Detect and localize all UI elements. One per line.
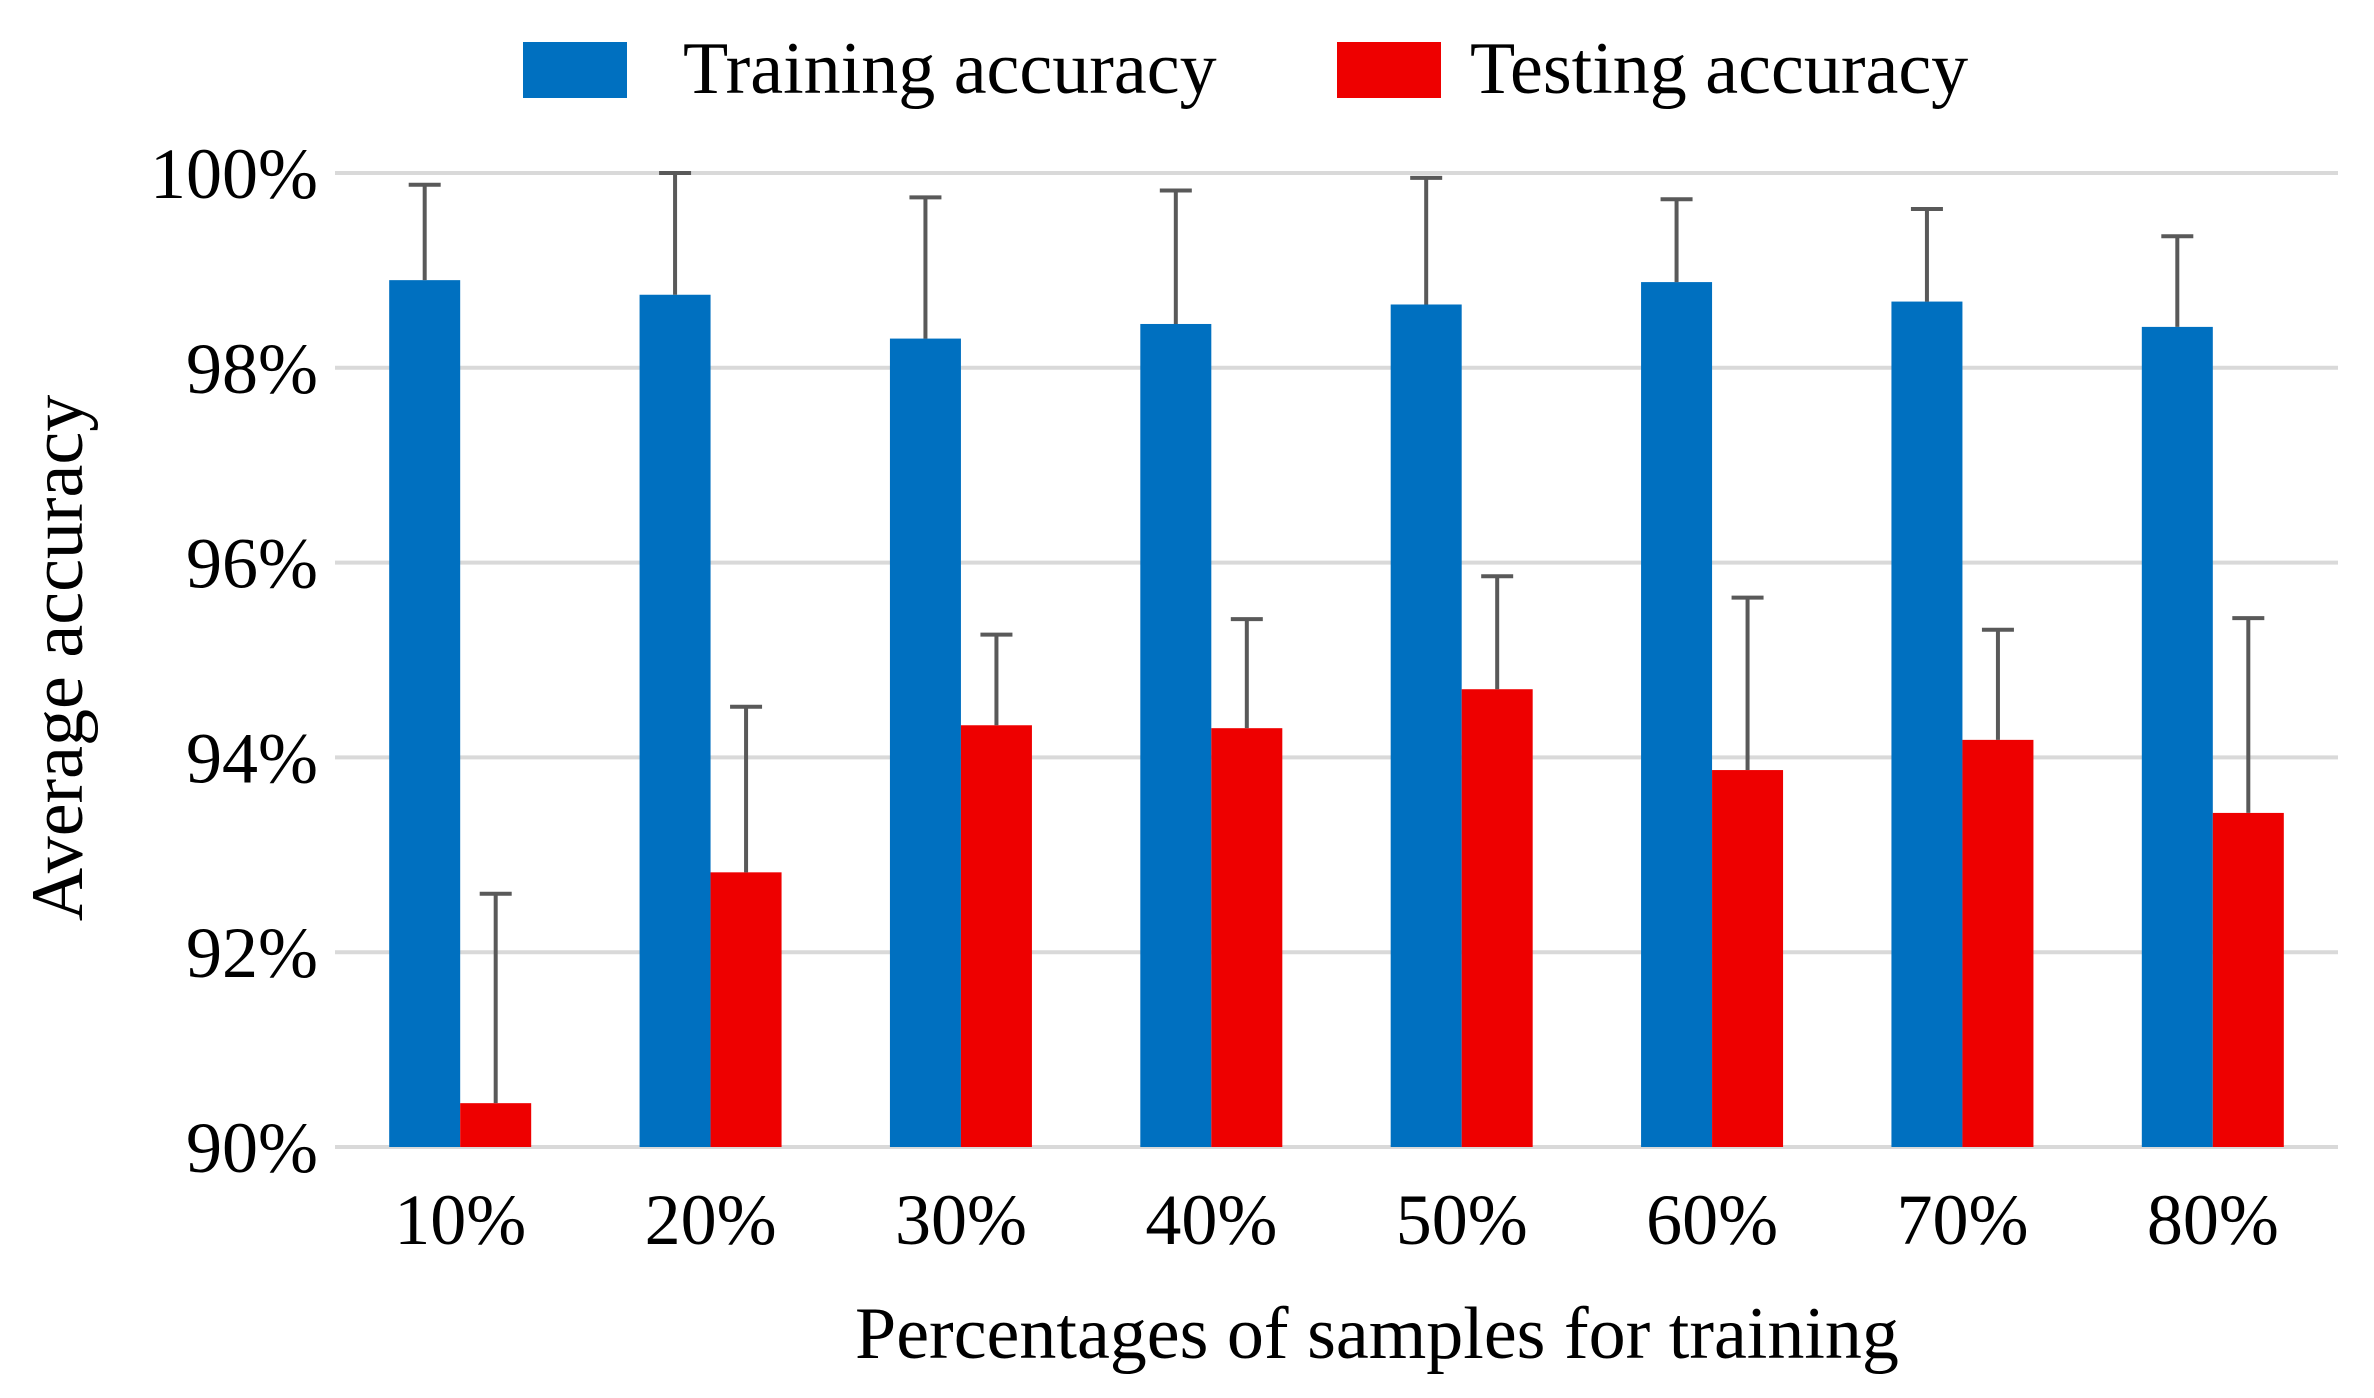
x-axis-ticks: 10% 20% 30% 40% 50% 60% 70% 80% (394, 1180, 2279, 1260)
legend: Training accuracy Testing accuracy (523, 28, 1968, 110)
bar-training (1390, 304, 1462, 1147)
bar-training (1140, 323, 1212, 1148)
x-tick-label: 30% (895, 1180, 1027, 1260)
bar-testing (960, 725, 1032, 1147)
bar-testing (1211, 728, 1283, 1147)
bar-testing (1712, 770, 1784, 1147)
bars (389, 280, 2284, 1148)
x-tick-label: 70% (1896, 1180, 2028, 1260)
bar-training (2141, 326, 2213, 1148)
y-axis-title: Average accuracy (17, 395, 99, 922)
y-tick-label: 92% (186, 913, 318, 993)
x-tick-label: 40% (1145, 1180, 1277, 1260)
x-tick-label: 50% (1396, 1180, 1528, 1260)
bar-training (889, 338, 961, 1148)
bar-training (389, 280, 461, 1147)
x-axis-title: Percentages of samples for training (855, 1293, 1899, 1375)
bar-testing (710, 872, 782, 1147)
y-tick-label: 94% (186, 718, 318, 798)
x-tick-label: 80% (2147, 1180, 2279, 1260)
y-tick-label: 100% (150, 134, 318, 214)
error-bars (408, 171, 2265, 1104)
bar-testing (1962, 739, 2034, 1147)
y-tick-label: 90% (186, 1108, 318, 1188)
bar-testing (460, 1103, 532, 1147)
x-tick-label: 20% (645, 1180, 777, 1260)
bar-training (1891, 301, 1963, 1147)
bar-training (1641, 282, 1713, 1147)
bar-training (639, 294, 711, 1147)
y-tick-label: 96% (186, 524, 318, 604)
x-tick-label: 10% (394, 1180, 526, 1260)
legend-label-training: Training accuracy (683, 28, 1217, 110)
bar-testing (2212, 812, 2284, 1147)
x-tick-label: 60% (1646, 1180, 1778, 1260)
y-axis-ticks: 90% 92% 94% 96% 98% 100% (150, 134, 318, 1188)
legend-swatch-training (523, 42, 627, 98)
legend-swatch-testing (1337, 42, 1441, 98)
legend-label-testing: Testing accuracy (1470, 28, 1968, 110)
gridlines (335, 171, 2338, 1149)
bar-testing (1461, 689, 1533, 1147)
y-tick-label: 98% (186, 329, 318, 409)
